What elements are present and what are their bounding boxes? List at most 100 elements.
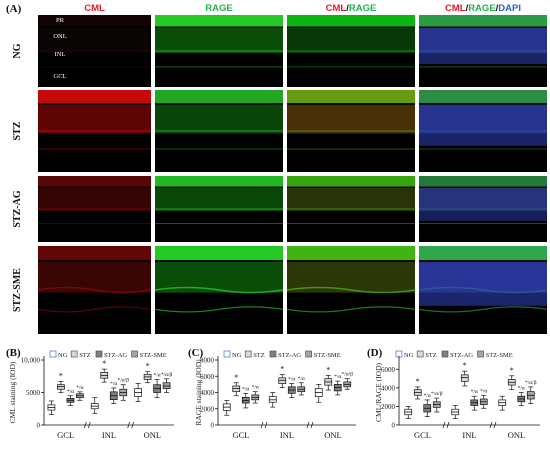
y-tick-label: 6000 [381, 366, 396, 374]
group-label: ONL [144, 430, 161, 440]
layer-line [286, 286, 416, 294]
micrograph-cell [419, 90, 547, 172]
group-label: GCL [233, 430, 250, 440]
legend-label: STZ [253, 352, 265, 359]
row-label: STZ [12, 121, 23, 140]
legend-swatch [416, 350, 424, 358]
dapi-nuclei [419, 187, 547, 221]
layer-band-top [287, 15, 415, 27]
box: * [413, 377, 422, 400]
significance-label: */α/β [118, 378, 130, 384]
legend-label: STZ-SME [314, 352, 341, 359]
group-label: INL [462, 430, 476, 440]
dapi-nuclei [419, 261, 547, 306]
box: */α [251, 385, 260, 404]
legend: NG STZ STZ-AG STZ-SME [49, 350, 167, 359]
layer-band-top [419, 176, 547, 187]
column-header-part: / [466, 3, 469, 14]
significance-label: */α/β [161, 372, 173, 378]
y-tick-label: 4000 [381, 384, 396, 392]
column-header-part: RAGE [205, 3, 232, 14]
row-label: STZ-SME [12, 268, 23, 312]
layer-band-mid [38, 187, 151, 211]
significance-label: */α [110, 381, 117, 387]
legend-label: STZ-AG [278, 352, 301, 359]
layer-line [37, 286, 152, 294]
y-tick-label: 8000 [200, 357, 215, 365]
legend-label: NG [58, 352, 68, 359]
legend-label: STZ [425, 352, 437, 359]
significance-label: * [510, 366, 514, 375]
legend-label: NG [404, 352, 414, 359]
column-header-part: CML [84, 3, 105, 14]
box: */α/β [525, 380, 537, 404]
legend-label: NG [232, 352, 242, 359]
y-axis-label: CML staining (IOD) [8, 361, 17, 423]
layer-band-mid [287, 104, 415, 134]
row-label: NG [12, 43, 23, 58]
micrograph-cell [287, 176, 415, 242]
significance-label: * [59, 371, 63, 380]
layer-line [418, 306, 548, 313]
layer-band-top [419, 90, 547, 104]
layer-band-top [419, 15, 547, 27]
column-header: CML [84, 3, 105, 14]
y-tick-label: 2000 [200, 405, 215, 413]
panel-letter: (D) [367, 347, 383, 359]
significance-label: */α [424, 393, 431, 399]
group-label: GCL [414, 430, 431, 440]
significance-label: * [416, 377, 420, 386]
axis-break [260, 421, 264, 429]
axis-break [84, 421, 87, 429]
box: */α [76, 385, 84, 401]
column-header-part: CML [445, 3, 466, 14]
significance-label: */α/β [525, 380, 537, 386]
legend-swatch [49, 350, 57, 358]
layer-band-top [287, 246, 415, 261]
axis-break [264, 421, 268, 429]
layer-band-mid [155, 187, 283, 211]
box [222, 400, 231, 416]
significance-label: */α [334, 374, 341, 380]
box [268, 392, 277, 408]
axis-break [310, 421, 314, 429]
significance-label: */α [67, 389, 74, 395]
layer-band-top [38, 90, 151, 104]
significance-label: */α [153, 373, 160, 379]
dapi-nuclei [419, 27, 547, 64]
layer-line [37, 306, 152, 313]
box: * [232, 373, 241, 397]
box: * [507, 366, 516, 391]
legend-swatch [269, 350, 277, 358]
axis-break [306, 421, 310, 429]
box: */α [517, 386, 526, 406]
micrograph-cell [155, 176, 283, 242]
column-header: RAGE [205, 3, 232, 14]
significance-label: */α [480, 388, 487, 394]
box: */α/β [431, 391, 443, 413]
group-label: ONL [508, 430, 525, 440]
layer-label: INL [55, 51, 66, 58]
box [451, 405, 460, 419]
box-body [232, 385, 241, 393]
box [314, 384, 323, 403]
significance-label: */α [288, 377, 295, 383]
legend-swatch [70, 350, 78, 358]
row-label: STZ-AG [12, 190, 23, 227]
box [47, 400, 56, 415]
y-tick-label: 0 [211, 422, 215, 430]
layer-band-mid [287, 27, 415, 54]
micrograph-cell [287, 90, 415, 172]
significance-label: */α [252, 385, 259, 391]
column-header-part: RAGE [468, 3, 495, 14]
significance-label: * [280, 365, 284, 374]
axis-break [446, 421, 450, 429]
column-header: CML/RAGE/DAPI [445, 3, 521, 14]
box: */α [470, 389, 479, 411]
axis-break [88, 421, 91, 429]
box: */α [333, 374, 342, 396]
